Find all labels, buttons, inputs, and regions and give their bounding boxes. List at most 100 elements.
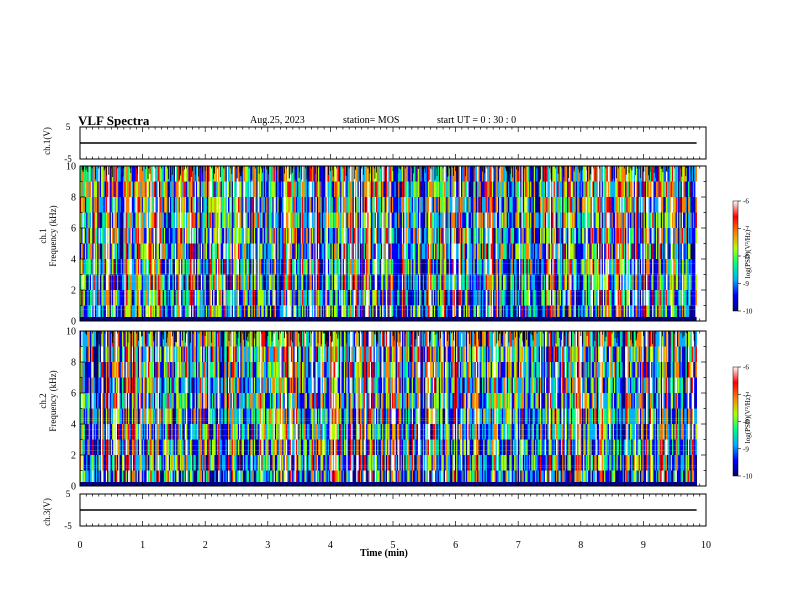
spectrogram-cell [511, 197, 514, 213]
spectrogram-cell [100, 228, 103, 244]
spectrogram-cell [146, 197, 149, 213]
spectrogram-cell [255, 290, 257, 306]
spectrogram-cell [387, 166, 389, 182]
spectrogram-cell [342, 228, 345, 244]
spectrogram-cell [538, 290, 541, 306]
spectrogram-cell [120, 305, 123, 321]
spectrogram-cell [427, 290, 430, 306]
spectrogram-cell [287, 212, 289, 229]
spectrogram-cell [512, 181, 515, 198]
spectrogram-cell [226, 166, 229, 182]
spectrogram-cell [609, 197, 611, 213]
spectrogram-cell [618, 259, 621, 275]
spectrogram-cell [227, 228, 230, 244]
spectrogram-cell [560, 274, 563, 291]
spectrogram-cell [440, 290, 442, 306]
spectrogram-cell [284, 228, 287, 244]
spectrogram-cell [501, 243, 504, 260]
spectrogram-cell [144, 212, 146, 229]
spectrogram-cell [378, 181, 381, 198]
spectrogram-cell [229, 181, 231, 198]
spectrogram-cell [345, 290, 347, 306]
spectrogram-cell [119, 228, 122, 244]
spectrogram-cell [593, 274, 595, 291]
spectrogram-cell [167, 259, 170, 275]
spectrogram-cell [247, 166, 250, 182]
spectrogram-cell [282, 274, 284, 291]
spectrogram-cell [149, 228, 151, 244]
spectrogram-cell [551, 197, 553, 213]
spectrogram-cell [517, 212, 520, 229]
spectrogram-cell [187, 197, 189, 213]
spectrogram-cell [642, 197, 644, 213]
spectrogram-cell [119, 181, 122, 198]
spectrogram-cell [97, 197, 99, 213]
spectrogram-cell [230, 305, 233, 321]
spectrogram-cell [308, 305, 310, 321]
spectrogram-cell [441, 243, 443, 260]
spectrogram-cell [250, 181, 252, 198]
spectrogram-cell [504, 166, 506, 182]
spectrogram-cell [572, 290, 574, 306]
spectrogram-cell [361, 197, 363, 213]
spectrogram-cell [521, 305, 524, 321]
spectrogram-cell [477, 228, 479, 244]
spectrogram-cell [348, 290, 351, 306]
spectrogram-cell [485, 197, 488, 213]
spectrogram-cell [267, 259, 270, 275]
spectrogram-cell [366, 166, 368, 182]
spectrogram-cell [214, 228, 217, 244]
spectrogram-cell [368, 181, 371, 198]
spectrogram-cell [290, 166, 293, 182]
spectrogram-cell [618, 274, 621, 291]
spectrogram-cell [153, 212, 156, 229]
spectrogram-cell [686, 305, 689, 321]
spectrogram-cell [638, 197, 641, 213]
spectrogram-cell [453, 166, 456, 182]
spectrogram-cell [147, 259, 150, 275]
spectrogram-cell [440, 243, 442, 260]
spectrogram-cell [410, 259, 413, 275]
spectrogram-cell [247, 212, 250, 229]
spectrogram-cell [170, 181, 172, 198]
spectrogram-cell [352, 166, 355, 182]
spectrogram-cell [536, 290, 538, 306]
spectrogram-cell [385, 243, 388, 260]
spectrogram-cell [687, 274, 690, 291]
spectrogram-cell [283, 259, 286, 275]
spectrogram-cell [93, 228, 96, 244]
spectrogram-cell [377, 197, 379, 213]
spectrogram-cell [310, 243, 313, 260]
spectrogram-cell [489, 274, 492, 291]
spectrogram-cell [472, 290, 474, 306]
spectrogram-cell [409, 305, 411, 321]
spectrogram-cell [478, 166, 480, 182]
spectrogram-cell [625, 243, 627, 260]
spectrogram-cell [253, 181, 256, 198]
spectrogram-cell [489, 228, 492, 244]
spectrogram-cell [606, 181, 609, 198]
spectrogram-cell [499, 290, 501, 306]
spectrogram-cell [231, 181, 234, 198]
spectrogram-cell [181, 197, 183, 213]
spectrogram-cell [121, 243, 124, 260]
spectrogram-cell [223, 243, 225, 260]
spectrogram-cell [406, 274, 409, 291]
spectrogram-cell [602, 212, 605, 229]
spectrogram-cell [493, 290, 495, 306]
spectrogram-cell [663, 197, 665, 213]
spectrogram-cell [435, 290, 437, 306]
spectrogram-cell [168, 274, 171, 291]
spectrogram-cell [558, 305, 561, 321]
spectrogram-cell [451, 259, 453, 275]
spectrogram-cell [479, 212, 482, 229]
spectrogram-cell [165, 305, 167, 321]
spectrogram-cell [679, 243, 681, 260]
spectrogram-cell [390, 290, 393, 306]
spectrogram-cell [611, 259, 614, 275]
spectrogram-cell [578, 212, 580, 229]
spectrogram-cell [268, 228, 271, 244]
spectrogram-cell [92, 259, 94, 275]
spectrogram-cell [145, 228, 147, 244]
spectrogram-cell [189, 259, 192, 275]
